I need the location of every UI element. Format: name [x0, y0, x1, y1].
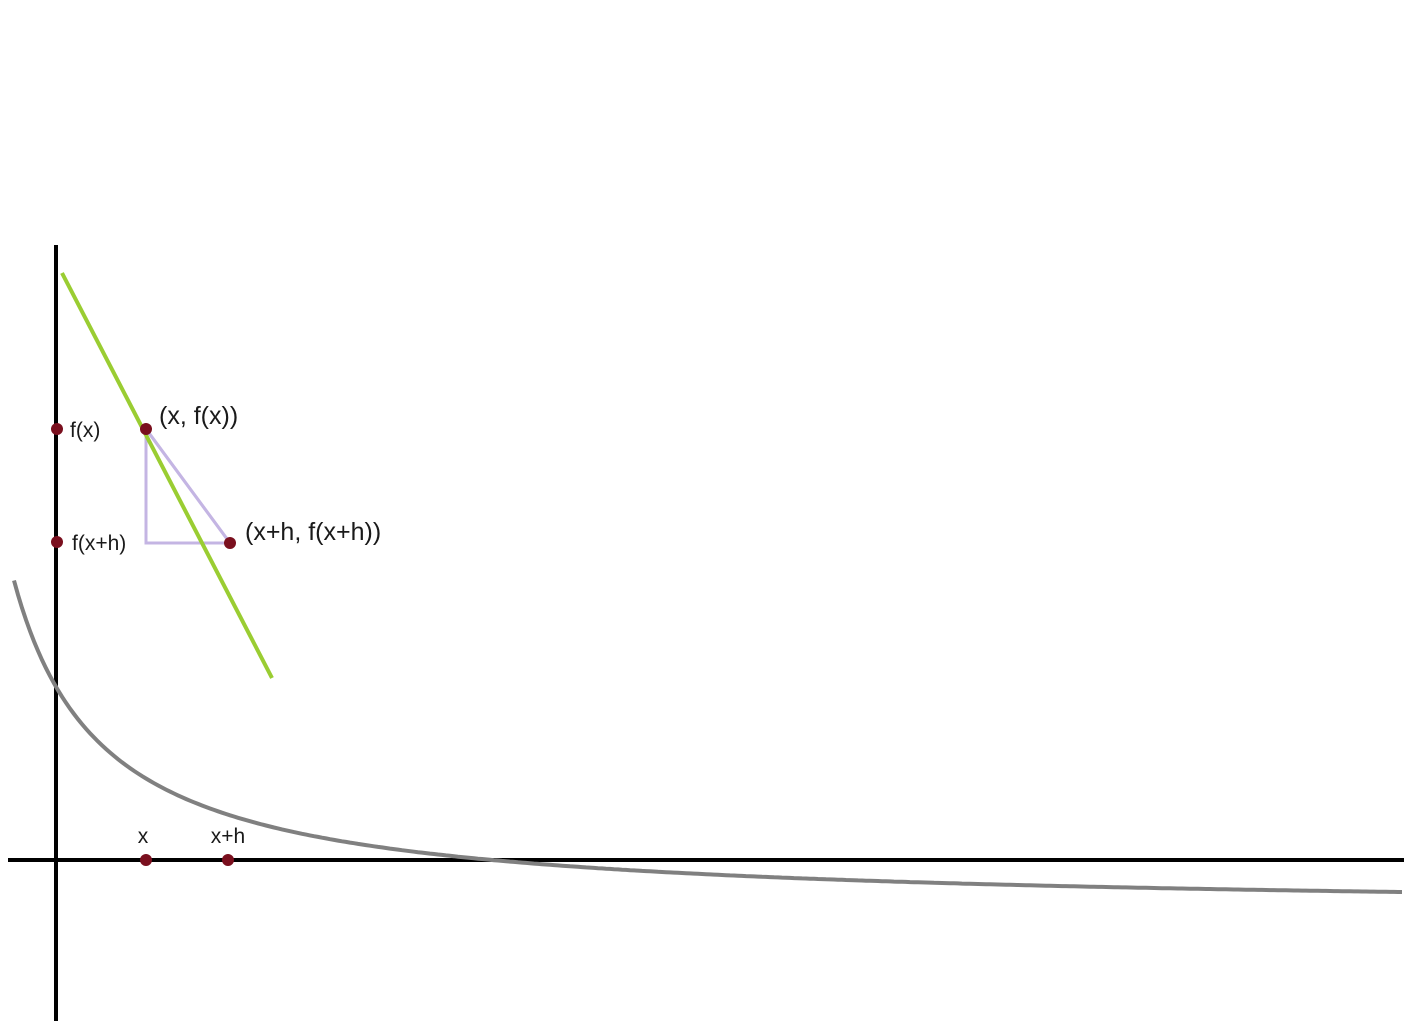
x-plus-h-tick-label: x+h [211, 825, 245, 848]
fx-plus-h-tick-label: f(x+h) [72, 532, 126, 555]
point-fx-plus-h-marker [51, 536, 63, 548]
point-x-fx-marker [140, 423, 152, 435]
point-fx-marker [51, 423, 63, 435]
point-x-marker [140, 854, 152, 866]
point-xh-fxh-marker [224, 537, 236, 549]
secant-line [144, 428, 232, 544]
point-x-fx-label: (x, f(x)) [159, 402, 238, 430]
fx-tick-label: f(x) [70, 419, 100, 442]
function-curve [12, 579, 1402, 894]
point-x-plus-h-marker [222, 854, 234, 866]
tangent-line [60, 272, 274, 679]
x-tick-label: x [138, 825, 149, 848]
point-xh-fxh-label: (x+h, f(x+h)) [245, 518, 381, 546]
